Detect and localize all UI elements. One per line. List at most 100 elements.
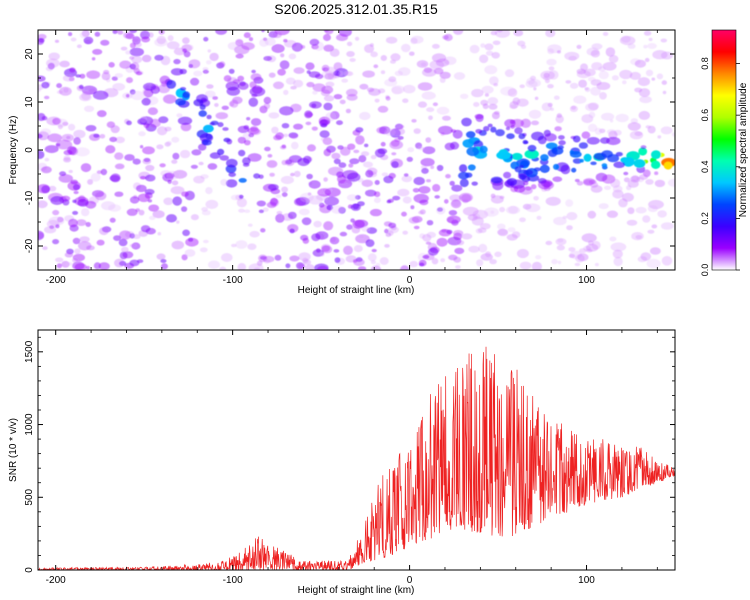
spectrogram-cell [248,263,264,270]
spectrogram-cell [377,105,389,113]
spectrogram-cell [514,166,522,173]
spectrogram-cell [662,90,667,95]
spectrogram-cell [109,217,116,223]
spectrogram-cell [284,158,295,166]
spectrogram-cell [293,170,301,178]
spectrogram-cell [142,158,152,165]
spectrogram-cell [516,98,529,107]
spectrogram-cell [123,31,134,39]
spectrogram-cell [545,196,561,206]
spectrogram-cell [510,118,524,128]
spectrogram-cell [170,186,185,195]
spectrogram-cell [439,77,446,83]
spectrogram-cell [361,226,370,232]
spectrogram-cell [557,145,564,150]
spectrogram-cell [325,81,335,88]
spectrogram-cell [251,85,263,94]
spectrogram-cell [436,206,446,215]
spectrogram-cell [606,136,621,146]
spectrogram-cell [98,262,110,270]
spectrogram-cell [283,133,289,138]
spectrogram-cell [548,66,555,71]
spectrogram-cell [615,152,623,157]
spectrogram-cell [499,195,505,199]
spectrogram-cell [220,178,228,186]
spectrogram-cell [38,150,45,159]
spectrogram-cell [578,79,587,88]
spectrogram-cell [553,95,560,100]
spectrogram-cell [385,96,391,101]
spectrogram-cell [293,123,304,130]
spectrogram-cell [157,232,162,236]
spectrogram-cell [645,179,654,185]
spectrogram-cell [209,52,219,62]
spectrogram-cell [41,116,48,121]
spectrogram-cell [613,161,625,169]
spectrogram-cell [418,186,431,194]
spectrogram-cell [619,35,636,46]
spectrogram-cell [228,172,236,178]
spectrogram-cell [74,248,81,255]
spectrogram-cell [566,225,573,231]
spectrogram-cell [198,143,207,151]
spectrogram-cell [166,80,177,89]
spectrogram-cell [410,205,415,210]
spectrogram-cell [385,232,392,237]
spectrogram-cell [444,142,455,151]
spectrogram-cell [274,254,282,261]
spectrogram-cell [70,37,77,42]
spectrogram-cell [523,140,529,144]
spectrogram-cell [528,109,542,119]
spectrogram-cell [640,252,652,261]
spectrogram-cell [108,62,115,68]
spectrogram-cell [112,83,126,91]
spectrogram-cell [374,98,380,103]
spectrogram-cell [86,70,101,79]
spectrogram-cell [149,215,156,220]
spectrogram-cell [619,69,633,80]
spectrogram-cell [212,96,219,100]
spectrogram-cell [291,141,299,150]
spectrogram-cell [161,263,168,270]
spectrogram-cell [58,174,73,183]
spectrogram-cell [94,31,101,37]
spectrogram-cell [135,208,140,212]
spectrogram-cell [171,180,179,186]
spectrogram-cell [266,201,277,208]
spectrogram-cell [182,91,191,99]
spectrogram-cell [38,75,46,82]
spectrogram-cell [609,236,617,242]
spectrogram-cell [68,169,73,174]
spectrogram-cell [508,205,519,214]
spectrogram-cell [96,170,103,175]
y-tick-label: 500 [24,488,35,505]
colorbar-ticks: 0.0 0.2 0.4 0.6 0.8 [700,57,740,276]
spectrogram-cell [361,151,370,157]
spectrogram-cell [583,153,592,162]
spectrogram-cell [576,44,582,50]
snr-panel: -200 -100 0 100 0 500 1000 1500 Height of stra… [8,329,676,596]
spectrogram-cell [418,210,424,215]
spectrogram-cell [263,102,271,110]
spectrogram-cell [667,178,675,187]
spectrogram-cell [539,164,550,173]
spectrogram-cell [206,84,214,89]
spectrogram-cell [171,240,185,250]
spectrogram-cell [190,164,198,169]
spectrogram-cell [661,255,673,266]
spectrogram-cell [181,191,189,197]
spectrogram-cell [623,171,629,176]
spectrogram-cell [126,77,133,84]
spectrogram-cell [300,234,309,241]
spectrogram-cell [68,32,73,37]
spectrogram-cell [505,126,511,131]
spectrogram-cell [651,77,656,81]
spectrogram-cell [391,85,405,94]
spectrogram-cell [135,184,147,193]
spectrogram-cell [161,80,168,87]
spectrogram-cell [288,53,297,60]
spectrogram-cell [572,135,581,143]
spectrogram-cell [261,30,265,33]
spectrogram-cell [523,181,529,186]
spectrogram-cell [471,181,478,186]
